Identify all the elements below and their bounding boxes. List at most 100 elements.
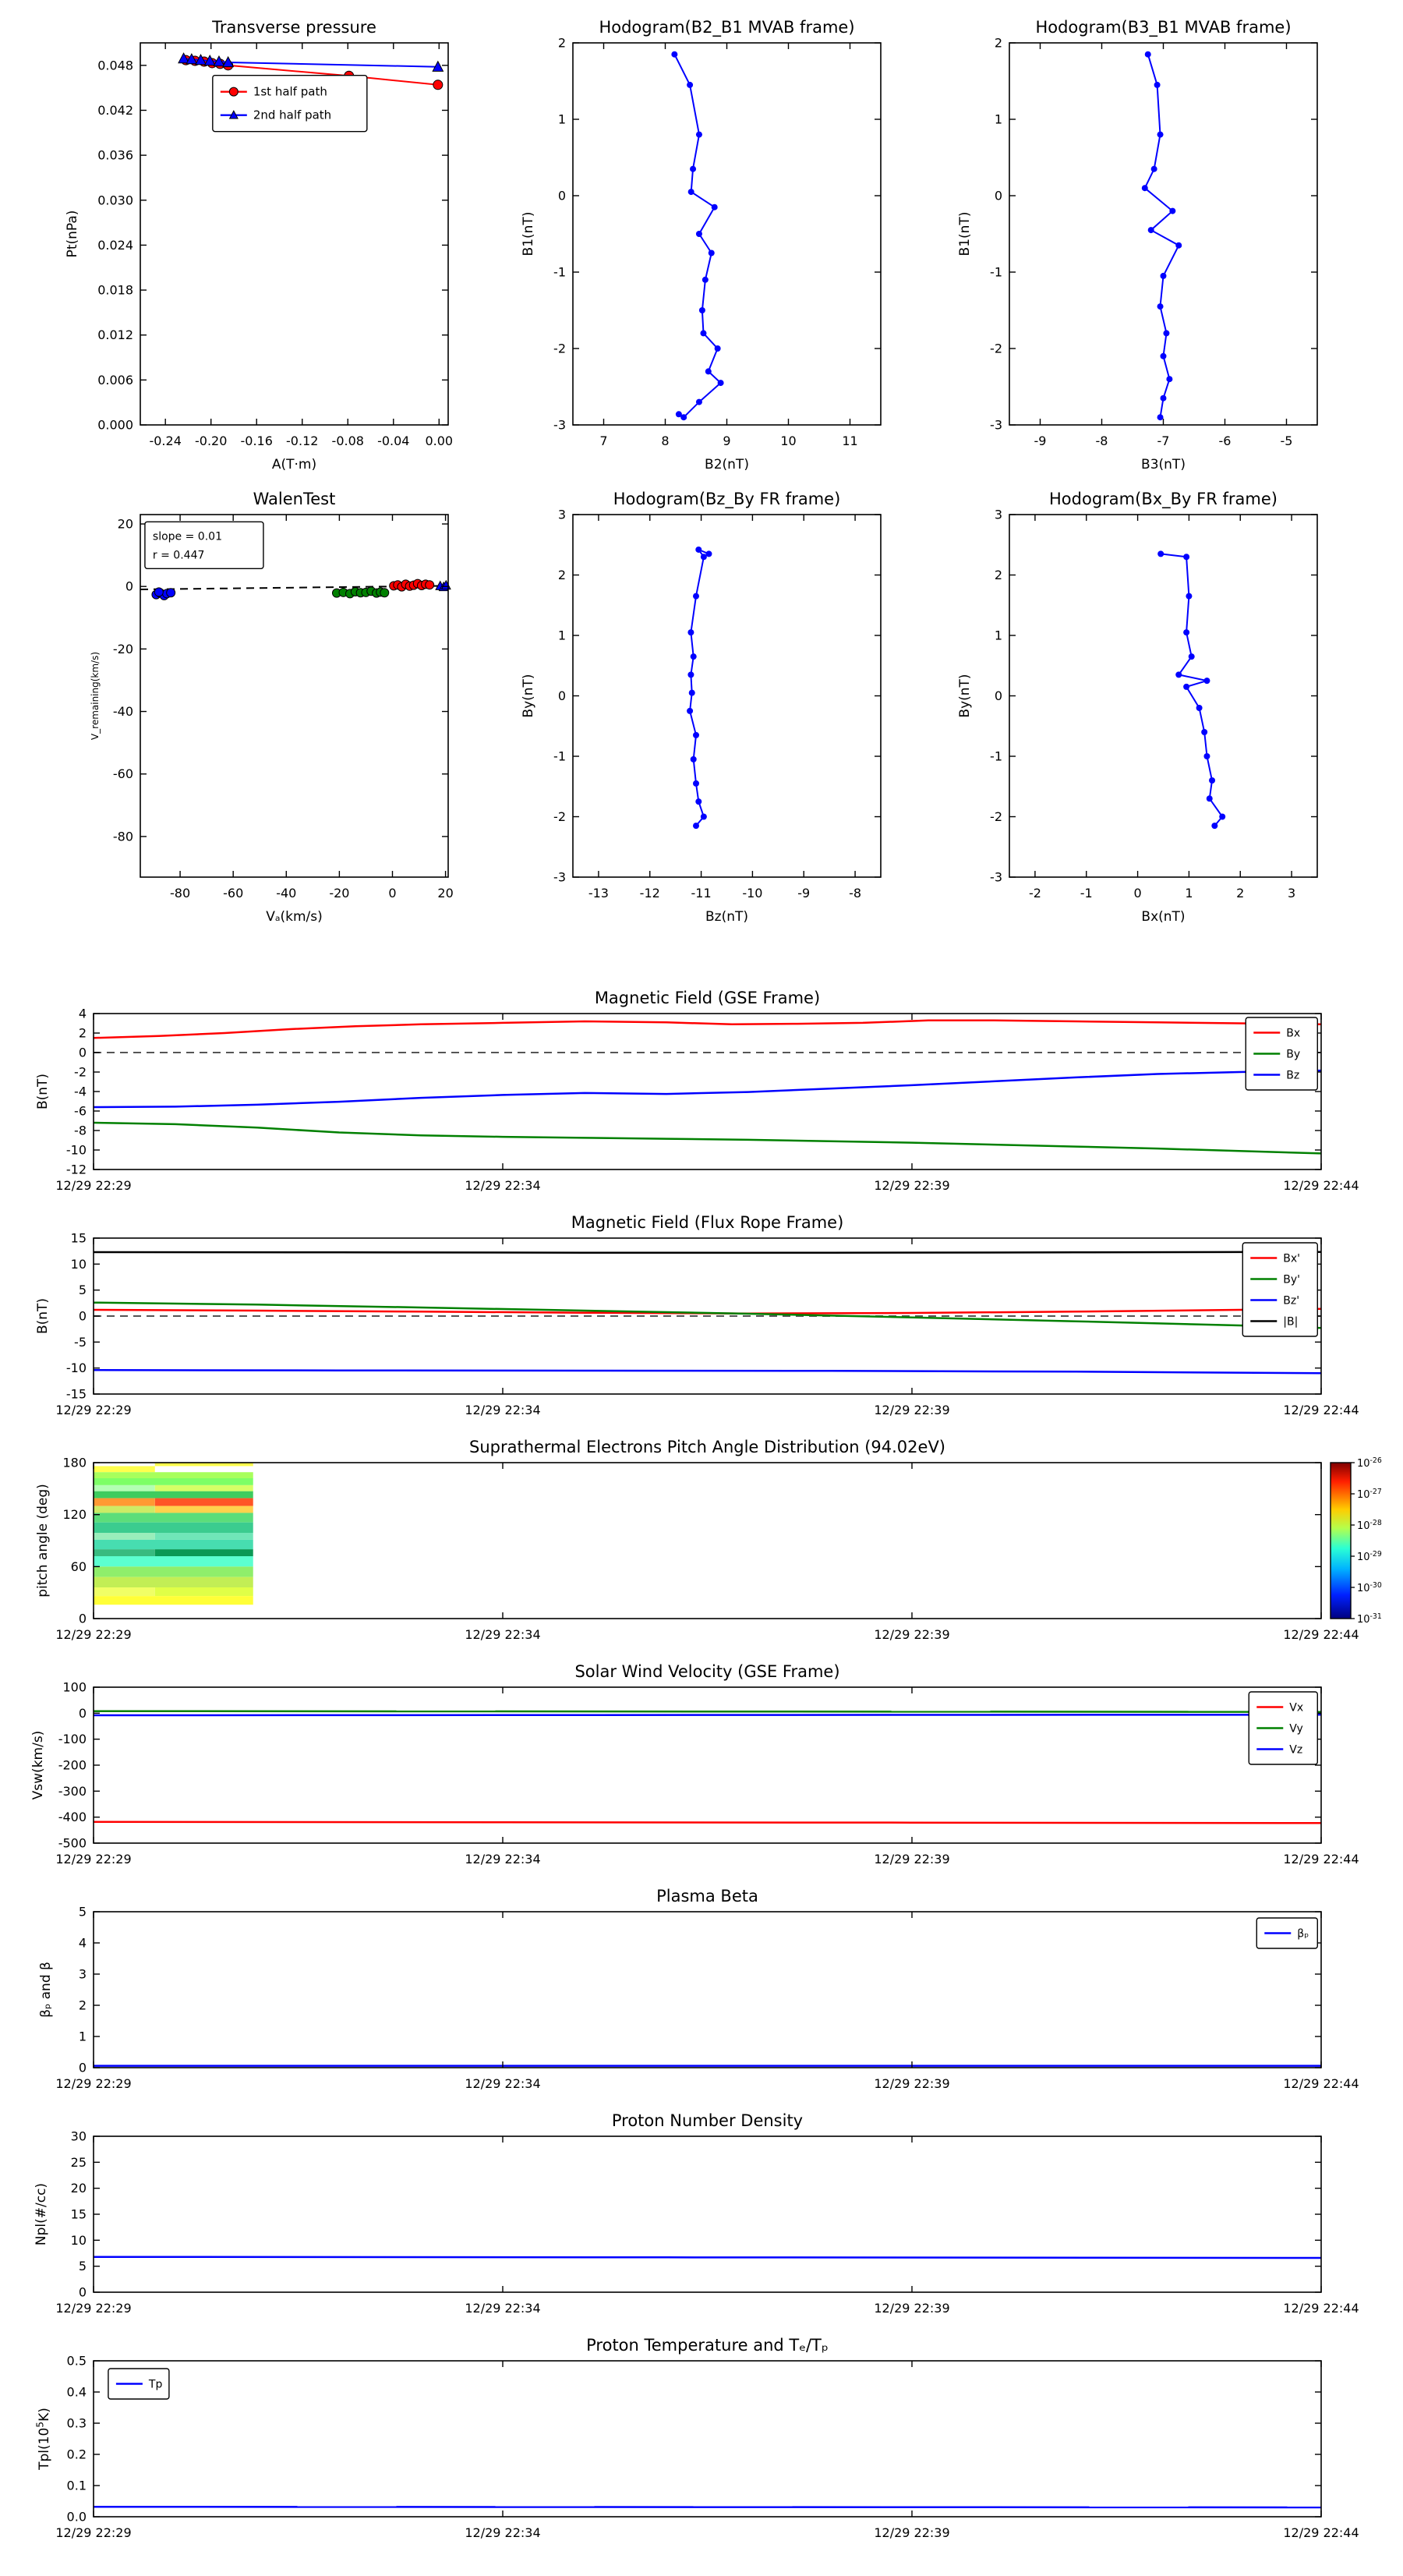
x-tick-label: 12/29 22:44 <box>1283 2076 1359 2091</box>
x-tick-label: -9 <box>797 886 810 901</box>
y-tick-label: 0 <box>79 1309 87 1324</box>
y-tick-label: 2 <box>995 36 1002 51</box>
y-tick-label: -5 <box>74 1335 87 1350</box>
x-tick-label: 9 <box>723 433 730 448</box>
series-absB <box>93 1251 1322 1254</box>
y-tick-label: -80 <box>113 829 133 844</box>
x-tick-label: 0 <box>1133 886 1141 901</box>
y-tick-label: 0 <box>995 688 1002 703</box>
x-tick-label: -8 <box>849 886 861 901</box>
y-tick-label: -3 <box>553 870 566 885</box>
y-tick-label: -1 <box>990 265 1002 280</box>
legend-label: By <box>1286 1049 1300 1061</box>
x-tick-label: 3 <box>1288 886 1295 901</box>
panel-transverse-pressure: -0.24 -0.20 -0.16 -0.12 -0.08 -0.04 0.00 0.000 0… <box>65 18 453 472</box>
y-tick-label: -20 <box>113 642 133 656</box>
x-axis-label: B3(nT) <box>1141 457 1186 472</box>
y-axis-label: By(nT) <box>521 674 536 717</box>
y-tick-label: 4 <box>79 1936 87 1951</box>
legend-label: Bx <box>1286 1028 1300 1040</box>
panel-title: Hodogram(Bx_By FR frame) <box>1049 490 1278 509</box>
series-bz-by-path <box>687 546 712 830</box>
y-tick-label: 2 <box>995 568 1002 582</box>
y-tick-label: -2 <box>990 809 1002 824</box>
y-tick-label: 0.030 <box>97 193 133 207</box>
y-tick-label: 0.4 <box>67 2385 87 2400</box>
x-tick-label: 12/29 22:34 <box>465 1852 540 1867</box>
y-tick-label: 0 <box>125 579 133 594</box>
y-axis-label: Pt(nPa) <box>65 211 80 258</box>
series-second-half-path <box>178 52 444 72</box>
x-tick-label: 2 <box>1236 886 1244 901</box>
y-tick-label: -2 <box>74 1065 87 1080</box>
legend-label: 1st half path <box>253 85 327 99</box>
y-tick-label: -300 <box>58 1784 87 1799</box>
panel-title: Proton Number Density <box>612 2111 803 2130</box>
y-tick-label: 0 <box>558 688 566 703</box>
x-tick-label: -40 <box>276 886 296 901</box>
series-cluster-green <box>331 586 390 599</box>
x-tick-label: 12/29 22:29 <box>55 1403 131 1417</box>
series-bx-by-path <box>1157 550 1226 830</box>
legend: Vx Vy Vz <box>1248 1691 1318 1765</box>
panel-title: Magnetic Field (Flux Rope Frame) <box>571 1213 844 1232</box>
heatmap <box>94 1463 253 1605</box>
panel-b-gse: 12/29 22:29 12/29 22:34 12/29 22:39 12/29 2… <box>35 989 1359 1193</box>
legend-text: r = 0.447 <box>153 549 204 561</box>
y-tick-label: -1 <box>553 749 566 764</box>
y-tick-label: -3 <box>990 418 1002 433</box>
legend-label: Bz' <box>1283 1295 1299 1307</box>
panel-hodogram-bz-by: -13 -12 -11 -10 -9 -8-3-2-10123Hodogram(Bz_By… <box>521 490 882 925</box>
panel-title: Suprathermal Electrons Pitch Angle Distr… <box>469 1438 945 1456</box>
x-tick-label: 12/29 22:34 <box>465 2076 540 2091</box>
x-tick-label: -12 <box>640 886 660 901</box>
y-tick-label: 0.048 <box>97 58 133 73</box>
colorbar-tick-label: 10-27 <box>1357 1488 1382 1501</box>
series-Np <box>93 2256 1322 2259</box>
legend: Tp <box>108 2368 170 2400</box>
legend-label: Bx' <box>1283 1253 1300 1265</box>
y-tick-label: 2 <box>558 568 566 582</box>
x-tick-label: -2 <box>1029 886 1041 901</box>
legend: 1st half path 2nd half path <box>212 74 368 133</box>
series-Bz-prime <box>93 1369 1322 1375</box>
x-tick-label: 12/29 22:29 <box>55 2525 131 2540</box>
x-tick-label: -60 <box>223 886 243 901</box>
y-tick-label: 20 <box>118 517 133 532</box>
y-axis-label: βₚ and β <box>38 1962 54 2018</box>
x-tick-label: 12/29 22:34 <box>465 1178 540 1193</box>
y-tick-label: 5 <box>79 2259 87 2273</box>
x-tick-label: 12/29 22:44 <box>1283 1403 1359 1417</box>
y-tick-label: 0.1 <box>67 2479 87 2493</box>
y-tick-label: 4 <box>79 1007 87 1021</box>
series-Vz <box>93 1714 1322 1717</box>
colorbar: 10-26 10-27 10-28 10-29 10-30 10-31 <box>1330 1456 1382 1626</box>
series-b2-b1-path <box>671 51 724 421</box>
y-tick-label: 0.036 <box>97 148 133 163</box>
x-tick-label: -0.04 <box>377 433 409 448</box>
series-b3-b1-path <box>1141 51 1182 421</box>
y-tick-label: 120 <box>62 1507 87 1522</box>
x-axis-label: Bz(nT) <box>705 909 748 925</box>
y-tick-label: 1 <box>79 2029 87 2044</box>
y-tick-label: 0.012 <box>97 327 133 342</box>
y-tick-label: -1 <box>990 749 1002 764</box>
x-tick-label: 12/29 22:39 <box>874 2525 949 2540</box>
panel-hodogram-bx-by: -2 -1 0 1 2 3 -3 -2 -1 0 1 2 3 Hodogram(Bx_By FR fram… <box>957 490 1318 925</box>
legend-label: Vx <box>1289 1702 1303 1714</box>
y-tick-label: 0 <box>79 1046 87 1060</box>
x-tick-label: -0.12 <box>286 433 318 448</box>
x-tick-label: -0.20 <box>195 433 227 448</box>
colorbar-tick-label: 10-29 <box>1357 1550 1382 1563</box>
x-tick-label: -13 <box>588 886 609 901</box>
x-tick-label: 12/29 22:39 <box>874 2301 949 2316</box>
x-tick-label: 20 <box>437 886 453 901</box>
y-tick-label: -12 <box>66 1162 87 1177</box>
x-tick-label: -5 <box>1281 433 1293 448</box>
x-tick-label: 8 <box>661 433 669 448</box>
x-tick-label: -80 <box>170 886 190 901</box>
y-tick-label: 0.0 <box>67 2510 87 2525</box>
y-axis-label: B1(nT) <box>957 212 973 257</box>
